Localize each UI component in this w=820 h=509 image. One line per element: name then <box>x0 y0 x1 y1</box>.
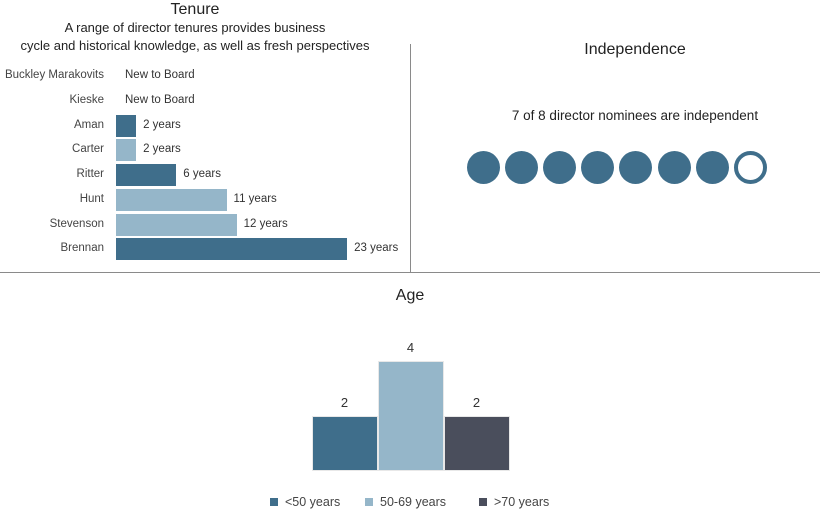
legend-item: 50-69 years <box>365 495 446 509</box>
legend-swatch <box>479 498 487 506</box>
age-bar <box>443 416 510 471</box>
horizontal-divider <box>0 272 820 273</box>
tenure-director-name: Kieske <box>69 93 104 106</box>
tenure-director-name: Ritter <box>76 168 104 180</box>
independence-title: Independence <box>584 41 686 58</box>
independent-director-icon <box>695 151 729 184</box>
tenure-bar <box>116 114 137 137</box>
tenure-subtitle-line-2: cycle and historical knowledge, as well … <box>20 38 370 53</box>
independence-text: 7 of 8 director nominees are independent <box>511 108 759 123</box>
tenure-bar-label: 11 years <box>233 192 277 205</box>
tenure-subtitle-line-1: A range of director tenures provides bus… <box>64 20 326 35</box>
legend-swatch <box>365 498 373 506</box>
age-bar-value: 4 <box>406 340 415 355</box>
tenure-bar <box>116 213 237 236</box>
legend-item: <50 years <box>270 495 340 509</box>
tenure-bar-label: 2 years <box>143 118 181 131</box>
tenure-bar <box>116 139 137 162</box>
age-bar-value: 2 <box>472 395 481 410</box>
tenure-bar-label: 23 years <box>354 242 399 255</box>
tenure-director-name: Brennan <box>60 242 104 255</box>
independent-director-icon <box>467 151 500 184</box>
age-title: Age <box>395 287 425 304</box>
tenure-title: Tenure <box>170 1 220 18</box>
tenure-bar-label: New to Board <box>125 93 195 106</box>
tenure-bar <box>116 238 348 261</box>
age-bar <box>377 361 444 471</box>
tenure-director-name: Buckley Marakovits <box>4 69 104 81</box>
vertical-divider <box>410 44 411 272</box>
legend-item: >70 years <box>479 495 549 509</box>
tenure-director-name: Hunt <box>79 192 104 205</box>
independent-director-icon <box>657 151 691 184</box>
tenure-director-name: Stevenson <box>49 217 104 230</box>
tenure-bar-label: 2 years <box>143 143 181 156</box>
tenure-bar <box>116 188 227 211</box>
tenure-bar-label: 12 years <box>243 217 288 230</box>
tenure-director-name: Aman <box>73 118 104 131</box>
tenure-director-name: Carter <box>72 143 104 156</box>
independent-director-icon <box>619 151 653 184</box>
age-bar <box>311 416 378 471</box>
legend-swatch <box>270 498 278 506</box>
tenure-bar-label: 6 years <box>183 168 222 180</box>
tenure-bar-label: New to Board <box>125 69 195 81</box>
non-independent-director-icon <box>733 151 767 184</box>
independent-director-icon <box>581 151 615 184</box>
age-bar-value: 2 <box>340 395 349 410</box>
legend-label: >70 years <box>494 495 550 509</box>
legend-label: 50-69 years <box>380 495 447 509</box>
independent-director-icon <box>505 151 539 184</box>
independent-director-icon <box>543 151 577 184</box>
legend-label: <50 years <box>285 495 341 509</box>
tenure-bar <box>116 164 177 186</box>
